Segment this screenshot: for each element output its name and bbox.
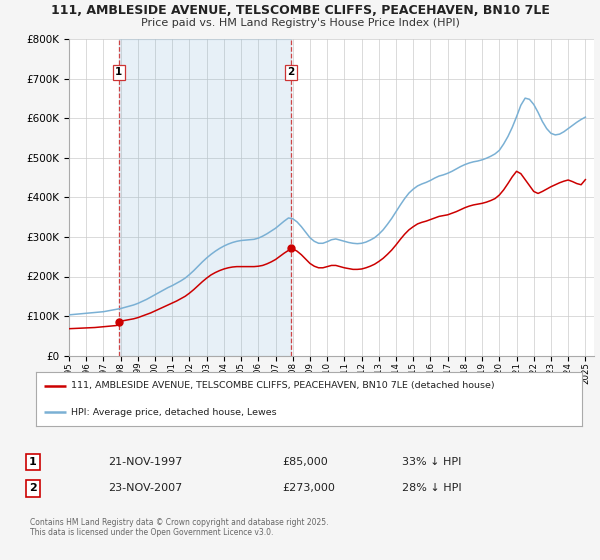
Text: 2: 2 bbox=[29, 483, 37, 493]
Text: 21-NOV-1997: 21-NOV-1997 bbox=[108, 457, 182, 467]
Text: £85,000: £85,000 bbox=[282, 457, 328, 467]
Text: Contains HM Land Registry data © Crown copyright and database right 2025.
This d: Contains HM Land Registry data © Crown c… bbox=[30, 518, 329, 538]
Text: 111, AMBLESIDE AVENUE, TELSCOMBE CLIFFS, PEACEHAVEN, BN10 7LE (detached house): 111, AMBLESIDE AVENUE, TELSCOMBE CLIFFS,… bbox=[71, 381, 495, 390]
Text: 1: 1 bbox=[29, 457, 37, 467]
Text: 111, AMBLESIDE AVENUE, TELSCOMBE CLIFFS, PEACEHAVEN, BN10 7LE: 111, AMBLESIDE AVENUE, TELSCOMBE CLIFFS,… bbox=[50, 4, 550, 17]
Bar bbox=[119, 39, 291, 356]
Text: 23-NOV-2007: 23-NOV-2007 bbox=[108, 483, 182, 493]
Text: 2: 2 bbox=[287, 67, 295, 77]
Text: Price paid vs. HM Land Registry's House Price Index (HPI): Price paid vs. HM Land Registry's House … bbox=[140, 18, 460, 28]
Text: 28% ↓ HPI: 28% ↓ HPI bbox=[402, 483, 461, 493]
Text: 33% ↓ HPI: 33% ↓ HPI bbox=[402, 457, 461, 467]
Text: 1: 1 bbox=[115, 67, 122, 77]
Text: HPI: Average price, detached house, Lewes: HPI: Average price, detached house, Lewe… bbox=[71, 408, 277, 417]
Text: £273,000: £273,000 bbox=[282, 483, 335, 493]
